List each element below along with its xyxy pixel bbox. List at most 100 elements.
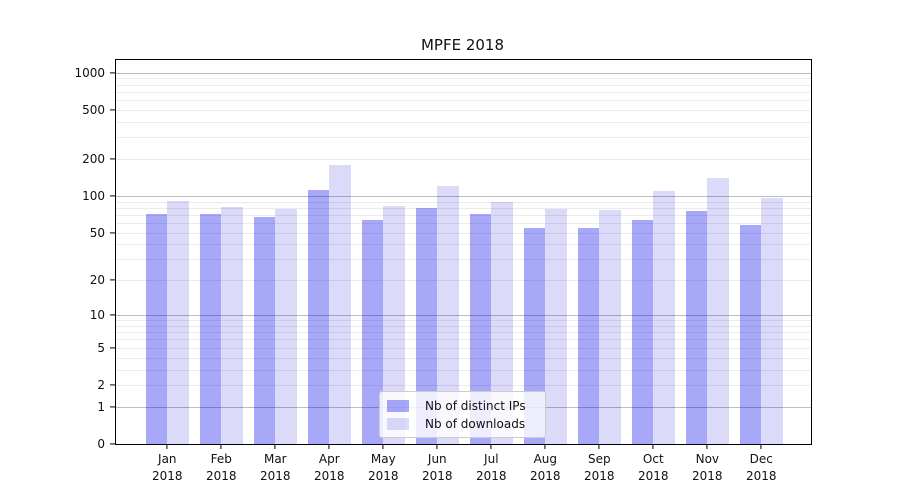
x-tick-label-mar: Mar 2018 [260,452,291,483]
x-tick-label-nov: Nov 2018 [692,452,723,483]
bar-downloads-sep [599,209,621,444]
minor-gridline-4 [116,357,811,359]
minor-gridline-300 [116,137,811,139]
x-tick-mark-oct [652,444,654,449]
bar-downloads-jul [491,201,513,444]
bar-downloads-dec [761,197,783,444]
x-tick-mark-jun [436,444,438,449]
legend-label-distinct-ips: Nb of distinct IPs [425,398,526,413]
minor-gridline-8 [116,325,811,327]
x-tick-mark-dec [760,444,762,449]
bar-downloads-nov [707,177,729,444]
y-tick-label-10: 10 [89,308,105,323]
legend-item-downloads: Nb of downloads [387,417,545,431]
minor-gridline-50 [116,232,811,234]
bar-ips-apr [307,189,330,444]
minor-gridline-800 [116,84,811,86]
bar-downloads-oct [653,190,675,444]
minor-gridline-600 [116,100,811,101]
minor-gridline-7 [116,332,811,334]
y-tick-label-1: 1 [97,399,105,414]
x-tick-label-sep: Sep 2018 [584,452,615,483]
major-gridline-1000 [116,72,811,74]
y-tick-mark-1000 [110,71,116,74]
minor-gridline-70 [116,214,811,216]
minor-gridline-40 [116,244,811,246]
y-tick-mark-2 [110,384,116,386]
x-tick-label-jun: Jun 2018 [422,452,453,483]
x-tick-label-jul: Jul 2018 [476,452,507,483]
bar-ips-jan [145,214,168,444]
y-tick-mark-50 [110,232,116,234]
minor-gridline-9 [116,320,811,322]
bar-ips-may [361,220,384,444]
minor-gridline-900 [116,78,811,80]
y-tick-mark-1 [110,406,116,408]
x-tick-mark-apr [328,444,330,449]
bar-ips-sep [577,227,600,444]
bar-ips-jul [469,214,492,444]
bar-ips-oct [631,220,654,444]
minor-gridline-5 [116,347,811,349]
major-gridline-10 [116,315,811,317]
major-gridline-100 [116,195,811,197]
x-tick-mark-nov [706,444,708,449]
minor-gridline-2 [116,384,811,386]
bar-ips-jun [415,207,438,444]
y-tick-label-500: 500 [82,102,105,117]
y-tick-mark-0 [110,443,116,445]
y-tick-mark-10 [110,314,116,316]
minor-gridline-6 [116,339,811,341]
minor-gridline-200 [116,158,811,160]
legend: Nb of distinct IPs Nb of downloads [379,391,546,438]
bar-ips-mar [253,217,276,444]
minor-gridline-3 [116,369,811,371]
minor-gridline-500 [116,109,811,111]
legend-swatch-distinct-ips [387,399,409,412]
y-tick-label-1000: 1000 [74,65,105,80]
bar-downloads-apr [329,165,351,444]
bar-downloads-aug [545,209,567,444]
minor-gridline-700 [116,91,811,93]
bar-downloads-mar [275,209,297,444]
bar-downloads-jan [167,200,189,444]
minor-gridline-80 [116,207,811,209]
bar-downloads-may [383,205,405,444]
legend-swatch-downloads [387,417,409,430]
y-tick-label-100: 100 [82,188,105,203]
y-tick-mark-500 [110,109,116,111]
y-tick-mark-200 [110,158,116,160]
y-tick-mark-100 [110,195,116,197]
x-tick-mark-sep [598,444,600,449]
bar-ips-dec [739,224,762,444]
x-tick-mark-feb [220,444,222,449]
x-tick-mark-mar [274,444,276,449]
x-tick-label-dec: Dec 2018 [746,452,777,483]
x-tick-mark-may [382,444,384,449]
plot-area: 0 1 2 5 10 20 50 100 200 500 1000 Jan 2018 Feb 2018 Ma… [74,59,812,483]
x-tick-label-apr: Apr 2018 [314,452,345,483]
x-tick-label-aug: Aug 2018 [530,452,561,483]
minor-gridline-30 [116,259,811,261]
x-tick-label-feb: Feb 2018 [206,452,237,483]
bar-downloads-jun [437,186,459,444]
x-tick-label-jan: Jan 2018 [152,452,183,483]
y-tick-label-200: 200 [82,151,105,166]
y-tick-label-0: 0 [97,437,105,451]
bar-ips-nov [685,210,708,444]
minor-gridline-20 [116,280,811,282]
x-tick-mark-aug [544,444,546,449]
y-tick-label-50: 50 [89,225,105,240]
x-tick-mark-jul [490,444,492,449]
bar-downloads-feb [221,207,243,444]
y-tick-mark-20 [110,279,116,281]
x-tick-mark-jan [166,444,168,449]
minor-gridline-400 [116,121,811,123]
x-tick-label-may: May 2018 [368,452,399,483]
y-tick-mark-5 [110,347,116,349]
minor-gridline-60 [116,223,811,224]
legend-label-downloads: Nb of downloads [425,416,526,431]
y-tick-label-5: 5 [97,340,105,355]
chart-title: MPFE 2018 [420,36,505,54]
